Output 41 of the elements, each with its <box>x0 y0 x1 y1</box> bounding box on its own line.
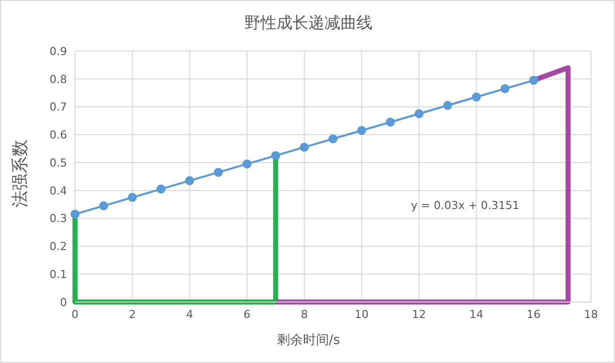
point <box>328 134 338 144</box>
point <box>128 192 137 202</box>
point <box>300 142 309 152</box>
point <box>271 151 280 160</box>
point <box>529 76 538 85</box>
x-tick-label: 8 <box>300 308 308 321</box>
point <box>472 92 481 102</box>
y-tick-label: 0.8 <box>50 72 67 86</box>
point <box>214 168 223 177</box>
x-tick-label: 10 <box>354 308 369 321</box>
x-axis-title: 剩余时间/s <box>276 332 342 349</box>
point <box>443 100 452 110</box>
x-tick-label: 16 <box>526 308 541 321</box>
point <box>185 176 194 186</box>
x-tick-label: 6 <box>244 308 250 321</box>
x-tick-label: 2 <box>128 308 136 321</box>
y-tick-label: 0 <box>60 296 67 309</box>
y-tick-label: 0.9 <box>50 44 67 58</box>
y-tick-label: 0.5 <box>50 156 67 170</box>
y-tick-label: 0.4 <box>50 184 67 198</box>
x-tick-label: 4 <box>186 308 194 321</box>
point <box>386 118 395 127</box>
y-tick-label: 0.2 <box>50 240 67 254</box>
point <box>156 184 166 194</box>
x-tick-label: 18 <box>584 308 598 321</box>
y-axis-title: 法强系数 <box>10 140 32 208</box>
point <box>242 159 252 168</box>
y-tick-label: 0.1 <box>50 268 67 282</box>
x-tick-label: 12 <box>412 308 426 321</box>
y-tick-label: 0.6 <box>50 128 67 142</box>
annotation: y = 0.03x + 0.3151 <box>411 199 520 212</box>
point <box>500 84 510 94</box>
chart-title: 野性成长递减曲线 <box>244 13 374 34</box>
point <box>357 126 366 135</box>
x-tick-label: 0 <box>72 308 78 321</box>
point <box>99 201 108 210</box>
y-tick-label: 0.7 <box>50 100 67 114</box>
point <box>70 210 80 219</box>
point <box>414 109 424 118</box>
y-tick-label: 0.3 <box>50 212 67 226</box>
x-tick-label: 14 <box>469 308 484 321</box>
